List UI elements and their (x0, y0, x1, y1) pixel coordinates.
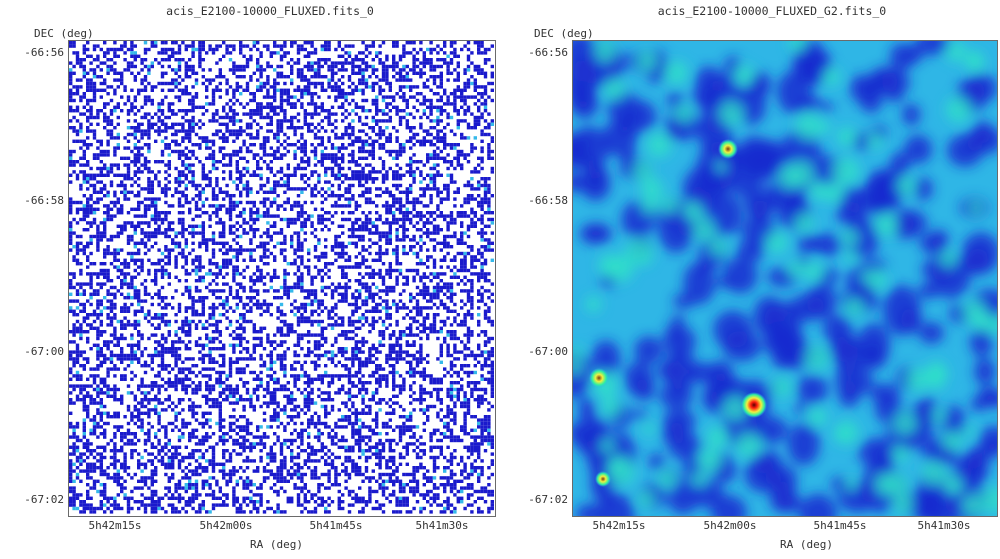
left-image-panel: acis_E2100-10000_FLUXED.fits_0 DEC (deg)… (24, 4, 496, 551)
x-tick-label: 5h42m15s (592, 519, 646, 532)
x-tick-label: 5h42m00s (199, 519, 253, 532)
bright-source (741, 392, 767, 418)
y-tick-label: -66:58 (528, 194, 568, 207)
y-tick-label: -66:56 (528, 46, 568, 59)
x-tick-label: 5h42m00s (703, 519, 757, 532)
y-tick-label: -66:58 (24, 194, 64, 207)
bright-source (718, 139, 738, 159)
image-plot-area[interactable] (68, 40, 496, 517)
bright-source (595, 471, 611, 487)
y-tick-label: -67:00 (528, 345, 568, 358)
y-tick-label: -66:56 (24, 46, 64, 59)
pixel-heatmap (69, 41, 494, 514)
x-tick-label: 5h41m30s (415, 519, 469, 532)
y-tick-label: -67:00 (24, 345, 64, 358)
bright-source (589, 368, 609, 388)
smoothed-heatmap (573, 41, 997, 516)
x-axis-label: RA (deg) (780, 538, 833, 551)
image-plot-area[interactable] (572, 40, 998, 517)
chart-title: acis_E2100-10000_FLUXED_G2.fits_0 (657, 4, 887, 18)
y-tick-label: -67:02 (24, 493, 64, 506)
x-tick-label: 5h41m45s (309, 519, 363, 532)
x-tick-label: 5h41m45s (813, 519, 867, 532)
right-image-panel: acis_E2100-10000_FLUXED_G2.fits_0 DEC (d… (500, 0, 1000, 559)
x-tick-label: 5h41m30s (917, 519, 971, 532)
x-axis-label: RA (deg) (250, 538, 303, 551)
x-tick-label: 5h42m15s (88, 519, 142, 532)
y-tick-label: -67:02 (528, 493, 568, 506)
y-axis-label: DEC (deg) (34, 27, 94, 40)
chart-title: acis_E2100-10000_FLUXED.fits_0 (166, 4, 374, 18)
y-axis-label: DEC (deg) (534, 27, 594, 40)
